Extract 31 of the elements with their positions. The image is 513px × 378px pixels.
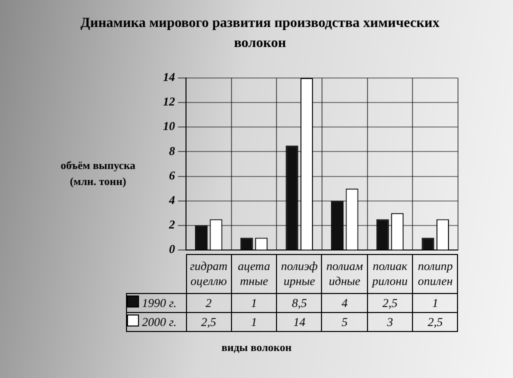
chart-title: Динамика мирового развития производства химических волокон — [80, 15, 440, 53]
data-label: 1 — [231, 312, 277, 332]
y-tick-label: 12 — [163, 94, 175, 109]
legend-label: 2000 г. — [126, 312, 186, 332]
data-label: 4 — [322, 294, 368, 312]
legend-label: 1990 г. — [126, 294, 186, 312]
x-axis-title: виды волокон — [220, 342, 293, 354]
y-tick-label: 6 — [169, 168, 175, 182]
data-label: 3 — [367, 312, 413, 332]
y-tick-label: 14 — [163, 70, 175, 84]
x-tick-label: полиак рилони — [367, 254, 413, 294]
y-axis-title: объём выпуска (млн. тонн) — [60, 159, 136, 190]
x-tick-label: ацета тные — [231, 254, 277, 294]
data-label: 1 — [231, 294, 277, 312]
data-label: 5 — [322, 312, 368, 332]
y-tick-label: 10 — [163, 119, 175, 134]
data-label: 2,5 — [186, 312, 232, 332]
x-tick-label: полипр опилен — [412, 254, 458, 294]
data-label: 2,5 — [412, 312, 458, 332]
data-label: 2 — [186, 294, 232, 312]
x-tick-label: гидрат оцеллю — [186, 254, 232, 294]
data-label: 14 — [276, 312, 322, 332]
x-tick-label: полиэф ирные — [276, 254, 322, 294]
data-label: 2,5 — [367, 294, 413, 312]
y-tick-label: 2 — [168, 218, 175, 232]
y-tick-label: 0 — [169, 242, 175, 256]
y-tick-label: 8 — [169, 144, 175, 158]
x-tick-label: полиам идные — [322, 254, 368, 294]
y-tick-label: 4 — [168, 192, 175, 207]
data-label: 1 — [412, 294, 458, 312]
data-label: 8,5 — [276, 294, 322, 312]
